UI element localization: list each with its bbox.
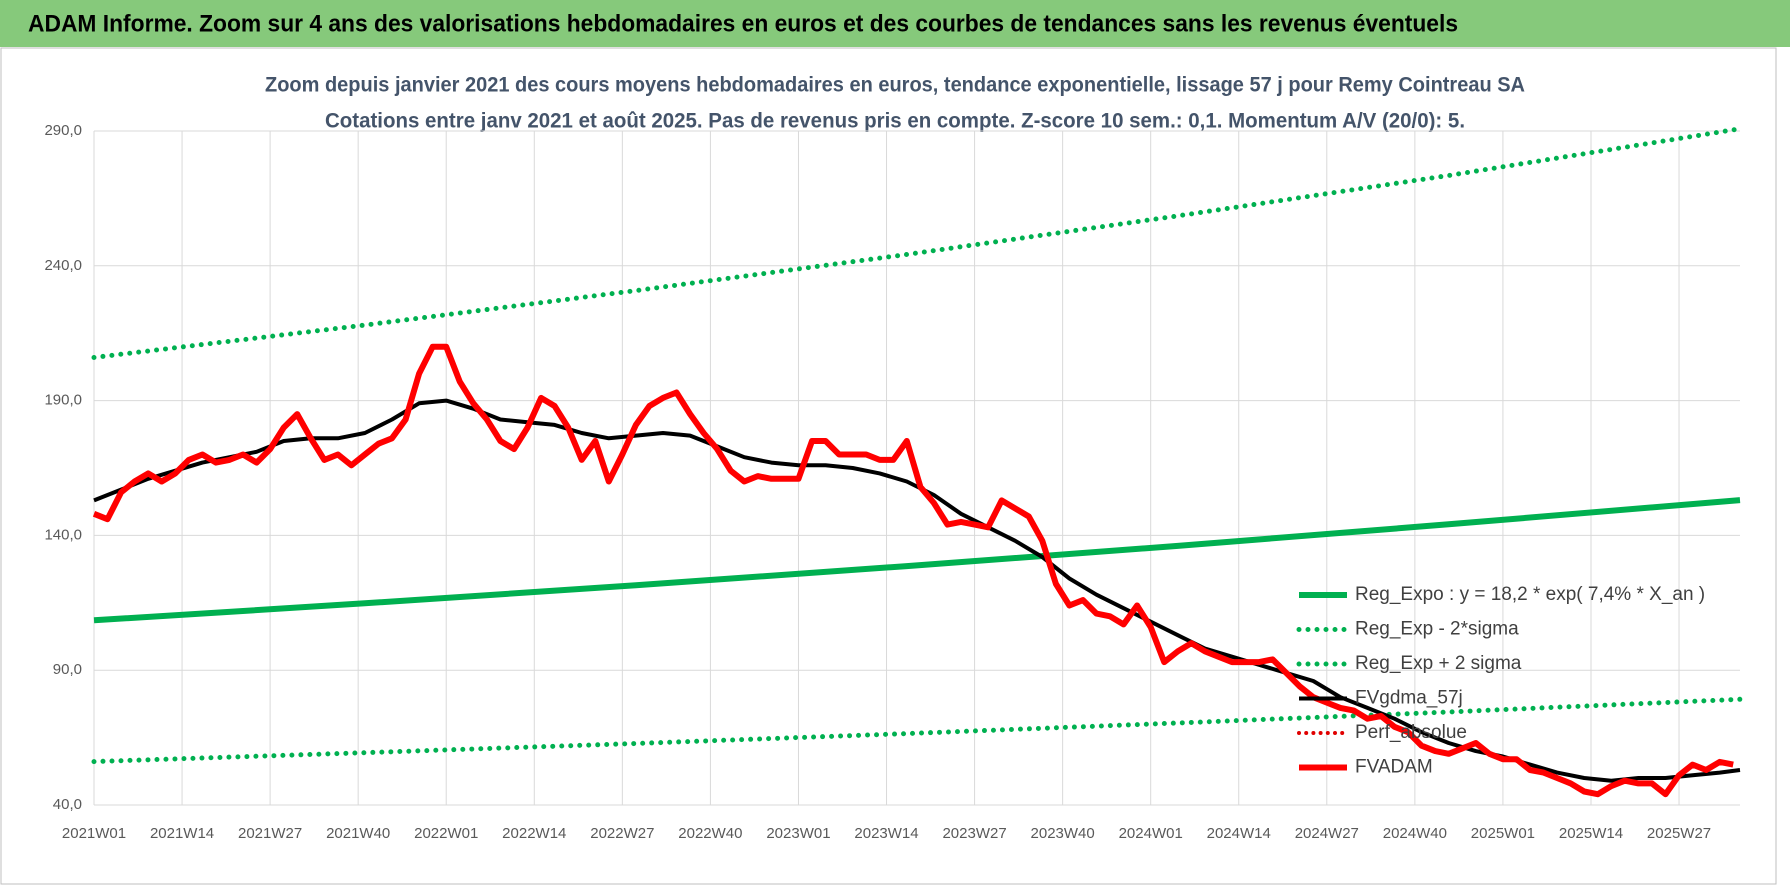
chart-frame <box>0 47 1777 885</box>
x-tick-label: 2021W40 <box>326 825 390 842</box>
legend-label: FVADAM <box>1355 757 1433 778</box>
x-tick-label: 2022W27 <box>590 825 654 842</box>
x-tick-label: 2023W14 <box>854 825 918 842</box>
x-tick-label: 2024W27 <box>1295 825 1359 842</box>
x-tick-label: 2025W01 <box>1471 825 1535 842</box>
legend-label: Reg_Exp + 2 sigma <box>1355 653 1522 674</box>
legend-label: Reg_Exp - 2*sigma <box>1355 619 1519 640</box>
x-tick-label: 2022W40 <box>678 825 742 842</box>
header-title: ADAM Informe. Zoom sur 4 ans des valoris… <box>28 10 1458 37</box>
y-tick-label: 290,0 <box>44 122 82 139</box>
x-tick-label: 2022W14 <box>502 825 566 842</box>
x-tick-label: 2023W01 <box>766 825 830 842</box>
x-tick-label: 2021W14 <box>150 825 214 842</box>
series-line <box>91 696 1743 765</box>
x-tick-label: 2021W27 <box>238 825 302 842</box>
x-tick-label: 2024W14 <box>1207 825 1271 842</box>
x-tick-label: 2025W14 <box>1559 825 1623 842</box>
x-tick-label: 2024W40 <box>1383 825 1447 842</box>
y-tick-label: 140,0 <box>44 526 82 543</box>
y-tick-label: 40,0 <box>53 796 82 813</box>
y-tick-label: 240,0 <box>44 257 82 274</box>
x-tick-label: 2025W27 <box>1647 825 1711 842</box>
y-tick-label: 90,0 <box>53 661 82 678</box>
chart-subtitle: Cotations entre janv 2021 et août 2025. … <box>325 110 1465 133</box>
x-tick-label: 2022W01 <box>414 825 478 842</box>
x-tick-label: 2024W01 <box>1119 825 1183 842</box>
series-line <box>92 343 1734 798</box>
x-tick-label: 2021W01 <box>62 825 126 842</box>
series-line <box>93 497 1741 624</box>
chart-title: Zoom depuis janvier 2021 des cours moyen… <box>265 74 1525 97</box>
header-bar <box>0 0 1790 47</box>
x-tick-label: 2023W40 <box>1031 825 1095 842</box>
y-tick-label: 190,0 <box>44 392 82 409</box>
series-line <box>91 126 1743 360</box>
legend-label: FVgdma_57j <box>1355 688 1463 709</box>
x-tick-label: 2023W27 <box>942 825 1006 842</box>
legend-label: Reg_Expo : y = 18,2 * exp( 7,4% * X_an ) <box>1355 584 1705 605</box>
legend-label: Perf_absolue <box>1355 722 1467 743</box>
